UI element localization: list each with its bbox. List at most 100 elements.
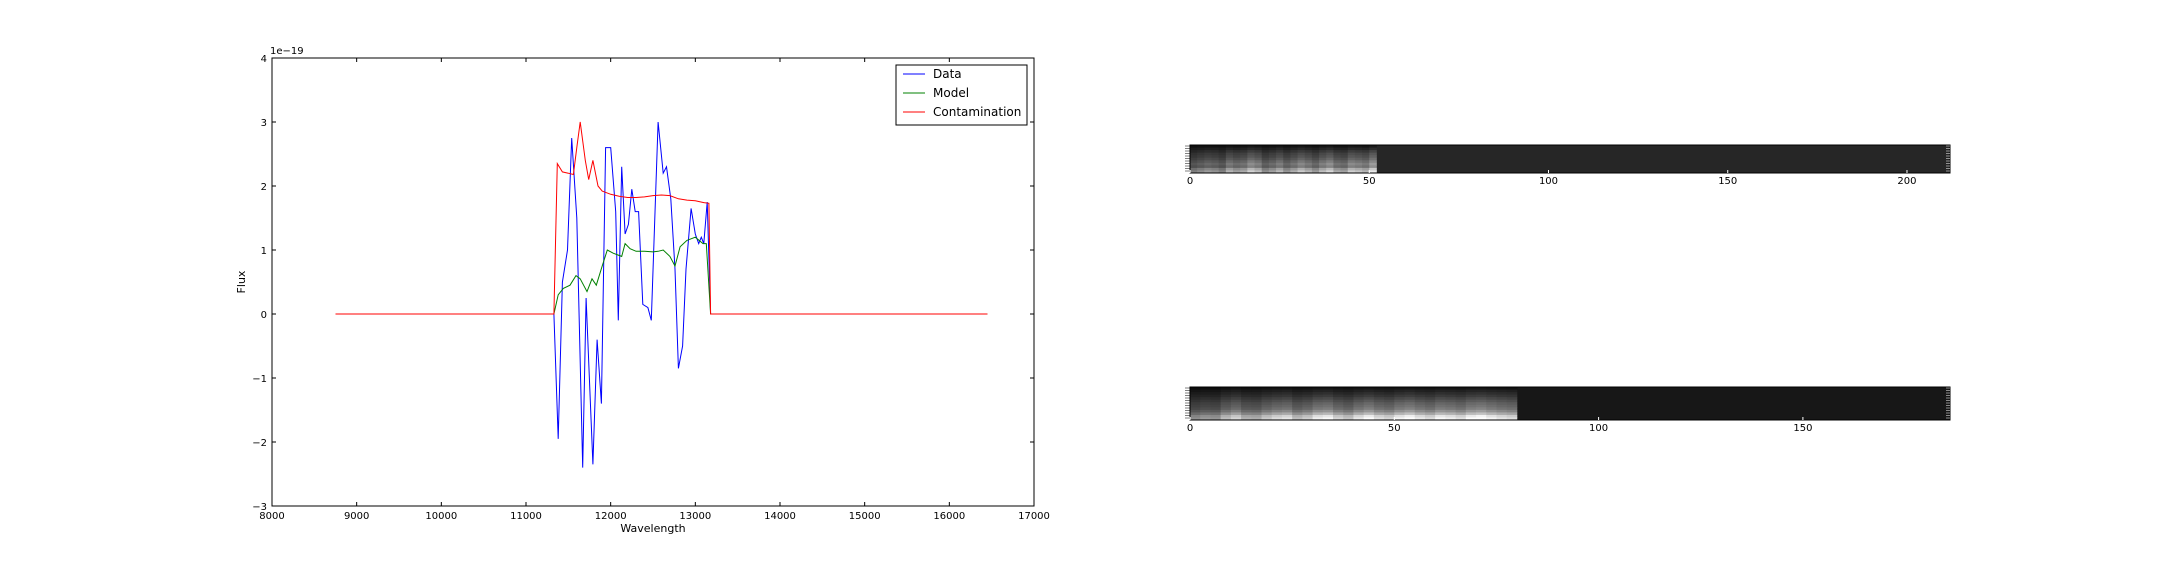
image-pixel [1241, 394, 1252, 398]
image-pixel [1190, 409, 1201, 413]
image-pixel [1311, 152, 1320, 156]
image-pixel [1292, 412, 1303, 416]
image-pixel [1319, 150, 1327, 154]
image-pixel [1506, 407, 1518, 411]
image-pixel [1247, 155, 1255, 159]
image-pixel [1486, 404, 1497, 408]
image-pixel [1476, 389, 1487, 393]
series-line-contamination [335, 121, 988, 315]
image-pixel [1271, 394, 1283, 398]
image-pixel [1455, 409, 1467, 413]
x-tick-label: 9000 [344, 511, 369, 522]
image-pixel [1353, 387, 1365, 390]
image-pixel [1326, 152, 1334, 156]
image-pixel [1465, 394, 1477, 398]
image-pixel [1414, 397, 1426, 401]
image-pixel [1261, 412, 1273, 416]
image-pixel [1455, 407, 1467, 411]
image-pixel [1268, 145, 1277, 148]
image-pixel [1414, 404, 1426, 408]
image-pixel [1333, 407, 1344, 411]
image-pixel [1304, 167, 1313, 171]
image-pixel [1254, 167, 1263, 171]
image-pixel [1225, 170, 1234, 174]
image-pixel [1414, 417, 1426, 421]
image-pixel [1362, 147, 1370, 151]
image-pixel [1319, 160, 1327, 164]
image-pixel [1204, 145, 1212, 148]
image-pixel [1455, 392, 1467, 396]
image-x-tick-label: 0 [1187, 176, 1193, 187]
image-pixel [1445, 394, 1456, 398]
image-pixel [1281, 399, 1293, 403]
image-pixel [1486, 394, 1497, 398]
image-pixel [1276, 150, 1284, 154]
image-pixel [1290, 170, 1298, 174]
image-pixel [1333, 404, 1344, 408]
image-pixel [1254, 155, 1263, 159]
image-pixel [1373, 407, 1385, 411]
image-pixel [1210, 392, 1222, 396]
image-pixel [1190, 165, 1198, 169]
image-pixel [1496, 402, 1508, 406]
image-pixel [1326, 147, 1334, 151]
image-pixel [1210, 417, 1222, 421]
image-pixel [1347, 150, 1356, 154]
image-pixel [1240, 155, 1248, 159]
image-pixel [1268, 162, 1277, 166]
image-pixel [1261, 402, 1273, 406]
image-pixel [1281, 397, 1293, 401]
image-pixel [1312, 389, 1324, 393]
image-pixel [1251, 402, 1262, 406]
image-pixel [1204, 160, 1212, 164]
image-pixel [1373, 409, 1385, 413]
image-pixel [1283, 162, 1291, 166]
x-tick-label: 12000 [595, 511, 627, 522]
image-pixel [1254, 150, 1263, 154]
image-pixel [1218, 165, 1227, 169]
image-pixel [1225, 152, 1234, 156]
image-x-tick-label: 50 [1363, 176, 1376, 187]
image-pixel [1230, 417, 1242, 421]
image-pixel [1190, 157, 1198, 161]
x-axis-ticks: 8000 9000 10000 11000 12000 13000 14000 15000 16… [259, 58, 1050, 522]
image-pixel [1254, 162, 1263, 166]
image-pixel [1211, 162, 1220, 166]
image-pixel [1373, 404, 1385, 408]
image-pixel [1233, 165, 1241, 169]
image-pixel [1276, 157, 1284, 161]
image-pixel [1369, 152, 1377, 156]
image-pixel [1276, 160, 1284, 164]
image-pixel [1363, 417, 1375, 421]
image-pixel [1363, 387, 1375, 390]
image-pixel [1506, 404, 1518, 408]
image-frame [1189, 386, 1951, 421]
image-pixel [1190, 152, 1198, 156]
image-pixel [1435, 402, 1446, 406]
image-pixel [1200, 412, 1211, 416]
image-pixel [1343, 387, 1354, 390]
image-pixel [1220, 387, 1232, 390]
image-pixel [1354, 147, 1363, 151]
image-x-tick-label: 200 [1897, 176, 1916, 187]
image-pixel [1340, 170, 1349, 174]
image-pixel [1302, 399, 1313, 403]
image-pixel [1200, 394, 1211, 398]
image-pixel [1251, 409, 1262, 413]
image-pixel [1268, 155, 1277, 159]
image-pixel [1354, 160, 1363, 164]
image-pixel [1220, 417, 1232, 421]
x-tick-label: 11000 [510, 511, 542, 522]
image-pixel [1322, 414, 1334, 418]
legend-box [895, 64, 1028, 126]
image-pixel [1220, 389, 1232, 393]
image-pixel [1404, 402, 1416, 406]
image-pixel [1347, 157, 1356, 161]
image-pixel [1220, 397, 1232, 401]
image-pixel [1292, 399, 1303, 403]
image-pixel [1347, 155, 1356, 159]
image-pixel [1247, 150, 1255, 154]
image-pixel [1476, 404, 1487, 408]
image-pixel [1297, 155, 1306, 159]
image-pixel [1220, 412, 1232, 416]
